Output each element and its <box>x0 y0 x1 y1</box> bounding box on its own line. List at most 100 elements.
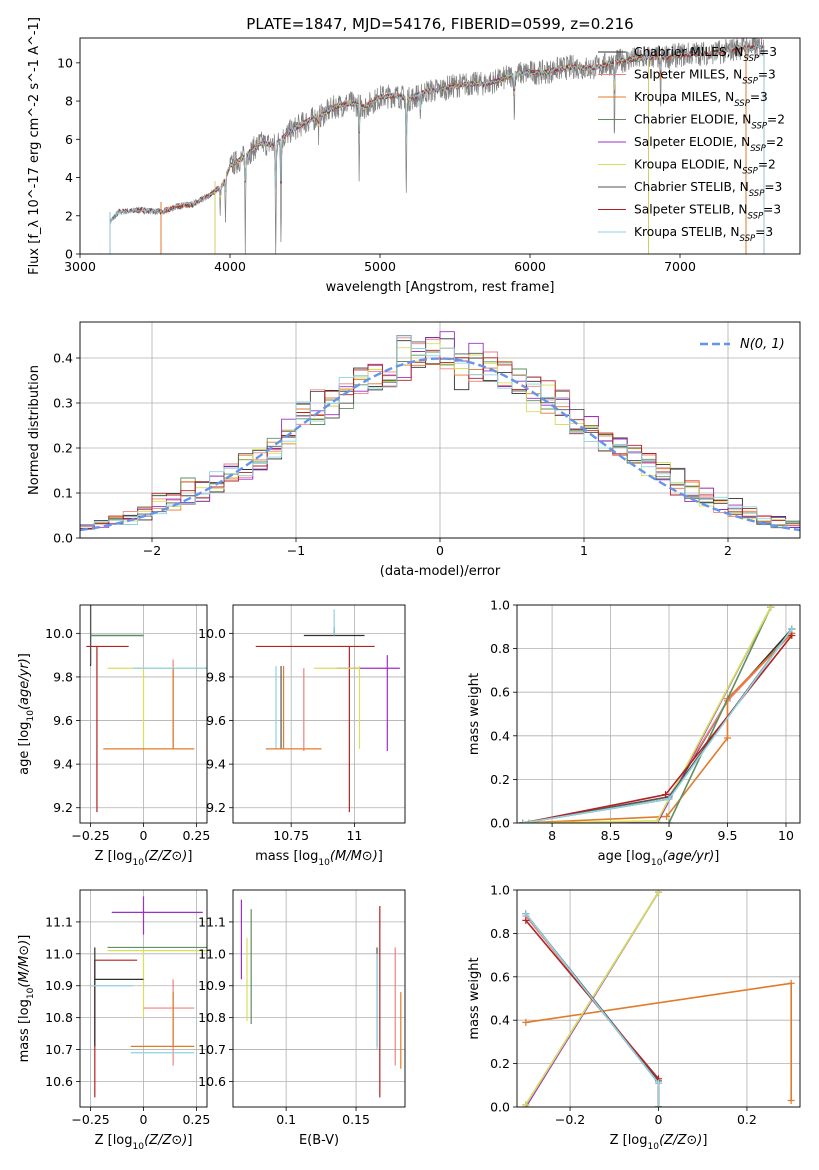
x-tick-label: 10.75 <box>273 828 309 843</box>
cumulative-age-plot-area <box>517 605 800 823</box>
y-tick-label: 2 <box>65 208 73 223</box>
residuals-axes: −2 −1 0 1 2 0.0 0.1 0.2 0.3 0.4 (data-model)/error… <box>27 321 801 579</box>
y-tick-label: 11.0 <box>45 946 73 961</box>
age-vs-Z-marks <box>86 605 207 813</box>
y-tick-label: 0.8 <box>490 926 510 941</box>
mass-vs-EBV-xlabel: E(B-V) <box>299 1133 339 1148</box>
mass-vs-EBV-plot-area <box>233 890 405 1107</box>
cumulative-marker <box>522 916 530 924</box>
x-tick-label: 8 <box>548 828 556 843</box>
cumulative-marker <box>787 979 795 987</box>
x-tick-label: 0 <box>436 543 444 558</box>
y-tick-label: 11.1 <box>45 914 73 929</box>
age-vs-mass-xlabel: mass [log10(M/M⊙)] <box>255 849 383 868</box>
cumulative-marker <box>522 1018 530 1026</box>
x-tick-label: 0 <box>655 1112 663 1127</box>
spectrum-xlabel: wavelength [Angstrom, rest frame] <box>326 280 555 295</box>
legend-entry: Salpeter STELIB, NSSP=3 <box>634 203 781 222</box>
legend-entry: N(0, 1) <box>740 337 785 352</box>
mass-vs-EBV-axes: 0.1 0.15 10.6 10.7 10.8 10.9 11.0 11.1 E(B-V) <box>198 889 406 1148</box>
y-tick-label: 9.6 <box>53 713 73 728</box>
mass-vs-Z-xlabel: Z [log10(Z/Z⊙)] <box>95 1133 193 1152</box>
cumulative-Z-axes: −0.2 0 0.2 0.0 0.2 0.4 0.6 0.8 1.0 Z [log10(Z/Z⊙)… <box>467 883 801 1152</box>
legend-entry: Chabrier ELODIE, NSSP=2 <box>634 113 785 132</box>
y-tick-label: 10.9 <box>45 978 73 993</box>
cumulative-marker <box>653 817 661 823</box>
cumulative-marker <box>655 1079 662 1087</box>
spectrum-legend: Chabrier MILES, NSSP=3 Salpeter MILES, NS… <box>598 45 785 244</box>
legend-entry: Kroupa ELODIE, NSSP=2 <box>634 158 776 177</box>
spectrum-border <box>79 37 801 255</box>
model-line-8 <box>109 43 764 224</box>
spectrum-ylabel: Flux [f_λ 10^-17 erg cm^-2 s^-1 A^-1] <box>27 17 42 275</box>
spectrum-plot-area <box>80 38 800 254</box>
y-tick-label: 9.6 <box>206 713 226 728</box>
y-tick-label: 10.9 <box>198 978 226 993</box>
mass-vs-Z-marks <box>90 896 207 1098</box>
legend-entry: Chabrier MILES, NSSP=3 <box>634 45 777 64</box>
x-tick-label: 3000 <box>64 259 96 274</box>
y-tick-label: 9.2 <box>53 800 73 815</box>
cumulative-Z-ylabel: mass weight <box>467 957 482 1039</box>
spectrum-axes: 3000 4000 5000 6000 7000 0 2 4 6 8 10 wavelength [A… <box>27 17 801 295</box>
cumulative-marker <box>723 734 731 742</box>
y-tick-label: 9.2 <box>206 800 226 815</box>
x-tick-label: −2 <box>143 543 161 558</box>
cumulative-marker <box>655 1103 662 1107</box>
y-tick-label: 10.0 <box>198 626 226 641</box>
y-tick-label: 0.4 <box>490 728 510 743</box>
legend-entry: Salpeter MILES, NSSP=3 <box>634 68 776 87</box>
y-tick-label: 1.0 <box>490 598 510 613</box>
y-tick-label: 0.1 <box>53 486 73 501</box>
x-tick-label: −0.25 <box>71 828 109 843</box>
cumulative-marker <box>663 812 671 820</box>
residuals-marks <box>80 331 800 538</box>
x-tick-label: 0.2 <box>737 1112 757 1127</box>
figure-title: PLATE=1847, MJD=54176, FIBERID=0599, z=0… <box>246 15 633 33</box>
cumulative-Z-marks <box>522 890 795 1107</box>
cumulative-age-ylabel: mass weight <box>467 673 482 755</box>
x-tick-label: 0 <box>140 828 148 843</box>
x-tick-label: 0.25 <box>182 1112 210 1127</box>
cumulative-marker <box>525 819 533 823</box>
y-tick-label: 11.0 <box>198 946 226 961</box>
x-tick-label: −1 <box>287 543 305 558</box>
cumulative-marker <box>519 819 527 823</box>
legend-entry: Salpeter ELODIE, NSSP=2 <box>634 135 784 154</box>
legend-entry: Chabrier STELIB, NSSP=3 <box>634 180 782 199</box>
x-tick-label: 1 <box>580 543 588 558</box>
cumulative-marker <box>665 795 673 803</box>
x-tick-label: 5000 <box>364 259 396 274</box>
y-tick-label: 0.4 <box>53 351 73 366</box>
y-tick-label: 10.6 <box>45 1074 73 1089</box>
age-vs-Z-axes: −0.25 0 0.25 9.2 9.4 9.6 9.8 10.0 Z [log10(Z/Z⊙)… <box>17 604 210 868</box>
y-tick-label: 1.0 <box>490 883 510 898</box>
y-tick-label: 10 <box>57 55 73 70</box>
age-vs-Z-ylabel: age [log10(age/yr)] <box>17 653 36 775</box>
cumulative-marker <box>665 819 673 823</box>
age-vs-mass-marks <box>255 609 400 813</box>
cumulative-Z-xlabel: Z [log10(Z/Z⊙)] <box>610 1133 708 1152</box>
y-tick-label: 0.2 <box>53 441 73 456</box>
x-tick-label: 0.25 <box>182 828 210 843</box>
y-tick-label: 10.8 <box>198 1010 226 1025</box>
legend-entry: Kroupa STELIB, NSSP=3 <box>634 225 773 244</box>
cumulative-marker <box>767 605 775 611</box>
hist-step-8 <box>80 335 800 538</box>
age-vs-mass-axes: 10.75 11 9.2 9.4 9.6 9.8 10.0 mass [log10(M/M⊙)… <box>198 604 406 868</box>
y-tick-label: 0.3 <box>53 396 73 411</box>
y-tick-label: 9.8 <box>53 669 73 684</box>
x-tick-label: 9 <box>665 828 673 843</box>
cumulative-line-3 <box>528 606 772 823</box>
y-tick-label: 4 <box>65 170 73 185</box>
cumulative-age-marks <box>519 605 796 823</box>
x-tick-label: −0.2 <box>555 1112 585 1127</box>
y-tick-label: 9.4 <box>53 757 73 772</box>
residuals-ylabel: Normed distribution <box>27 365 42 495</box>
y-tick-label: 0.2 <box>490 772 510 787</box>
x-tick-label: 0.1 <box>276 1112 296 1127</box>
age-vs-mass-border <box>232 604 406 824</box>
cumulative-marker <box>787 1096 795 1104</box>
y-tick-label: 0.8 <box>490 641 510 656</box>
